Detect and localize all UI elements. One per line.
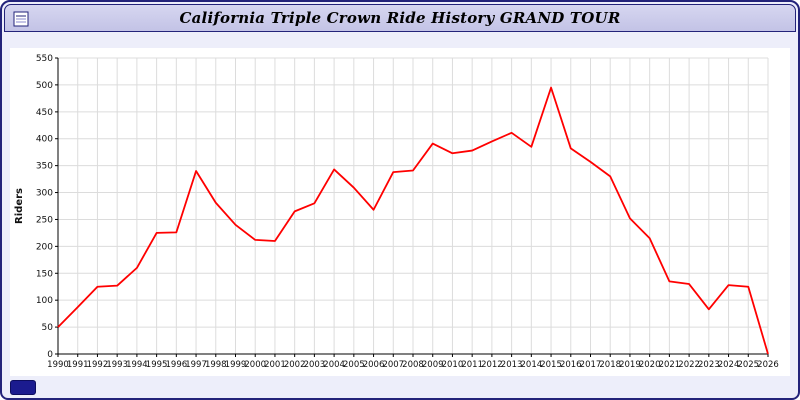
svg-text:2025: 2025 — [737, 360, 759, 370]
svg-text:2009: 2009 — [422, 360, 444, 370]
svg-text:0: 0 — [47, 350, 53, 360]
svg-text:350: 350 — [36, 162, 53, 172]
svg-text:2012: 2012 — [481, 360, 503, 370]
svg-text:2011: 2011 — [461, 360, 483, 370]
svg-text:2015: 2015 — [540, 360, 562, 370]
svg-text:2003: 2003 — [304, 360, 326, 370]
svg-text:2008: 2008 — [402, 360, 424, 370]
svg-text:2020: 2020 — [639, 360, 661, 370]
svg-text:2022: 2022 — [678, 360, 700, 370]
svg-text:2006: 2006 — [363, 360, 385, 370]
svg-text:2010: 2010 — [442, 360, 464, 370]
chart-window-icon — [13, 11, 29, 27]
svg-text:2007: 2007 — [382, 360, 404, 370]
svg-text:2000: 2000 — [244, 360, 266, 370]
svg-text:500: 500 — [36, 81, 53, 91]
chart-panel: 0 50 100 150 200 250 300 350 400 450 500 550 1990 199… — [10, 48, 790, 376]
svg-text:2014: 2014 — [521, 360, 543, 370]
svg-text:2013: 2013 — [501, 360, 523, 370]
svg-text:2017: 2017 — [580, 360, 602, 370]
svg-text:Riders: Riders — [14, 188, 25, 224]
svg-text:2026: 2026 — [757, 360, 779, 370]
bottom-left-button[interactable] — [10, 380, 36, 395]
svg-text:2005: 2005 — [343, 360, 365, 370]
svg-text:100: 100 — [36, 296, 53, 306]
svg-text:50: 50 — [42, 323, 54, 333]
svg-text:2021: 2021 — [659, 360, 681, 370]
svg-text:1991: 1991 — [67, 360, 89, 370]
svg-text:2024: 2024 — [718, 360, 740, 370]
svg-text:2002: 2002 — [284, 360, 306, 370]
svg-text:1995: 1995 — [146, 360, 168, 370]
svg-text:2019: 2019 — [619, 360, 641, 370]
svg-text:300: 300 — [36, 189, 53, 199]
svg-text:1993: 1993 — [106, 360, 128, 370]
svg-text:1997: 1997 — [185, 360, 207, 370]
svg-text:400: 400 — [36, 135, 53, 145]
svg-text:150: 150 — [36, 269, 53, 279]
svg-text:1999: 1999 — [225, 360, 247, 370]
svg-text:1998: 1998 — [205, 360, 227, 370]
svg-text:450: 450 — [36, 108, 53, 118]
svg-text:1996: 1996 — [166, 360, 188, 370]
window-titlebar: California Triple Crown Ride History GRA… — [4, 4, 796, 32]
svg-text:550: 550 — [36, 54, 53, 64]
svg-text:2004: 2004 — [323, 360, 345, 370]
svg-text:1994: 1994 — [126, 360, 148, 370]
svg-text:1992: 1992 — [87, 360, 109, 370]
svg-text:2023: 2023 — [698, 360, 720, 370]
svg-text:2018: 2018 — [599, 360, 621, 370]
svg-text:2016: 2016 — [560, 360, 582, 370]
window-title: California Triple Crown Ride History GRA… — [179, 9, 621, 27]
riders-line-chart: 0501001502002503003504004505005501990199… — [14, 54, 779, 370]
svg-text:1990: 1990 — [47, 360, 69, 370]
svg-text:2001: 2001 — [264, 360, 286, 370]
svg-text:200: 200 — [36, 242, 53, 252]
svg-text:250: 250 — [36, 215, 53, 225]
